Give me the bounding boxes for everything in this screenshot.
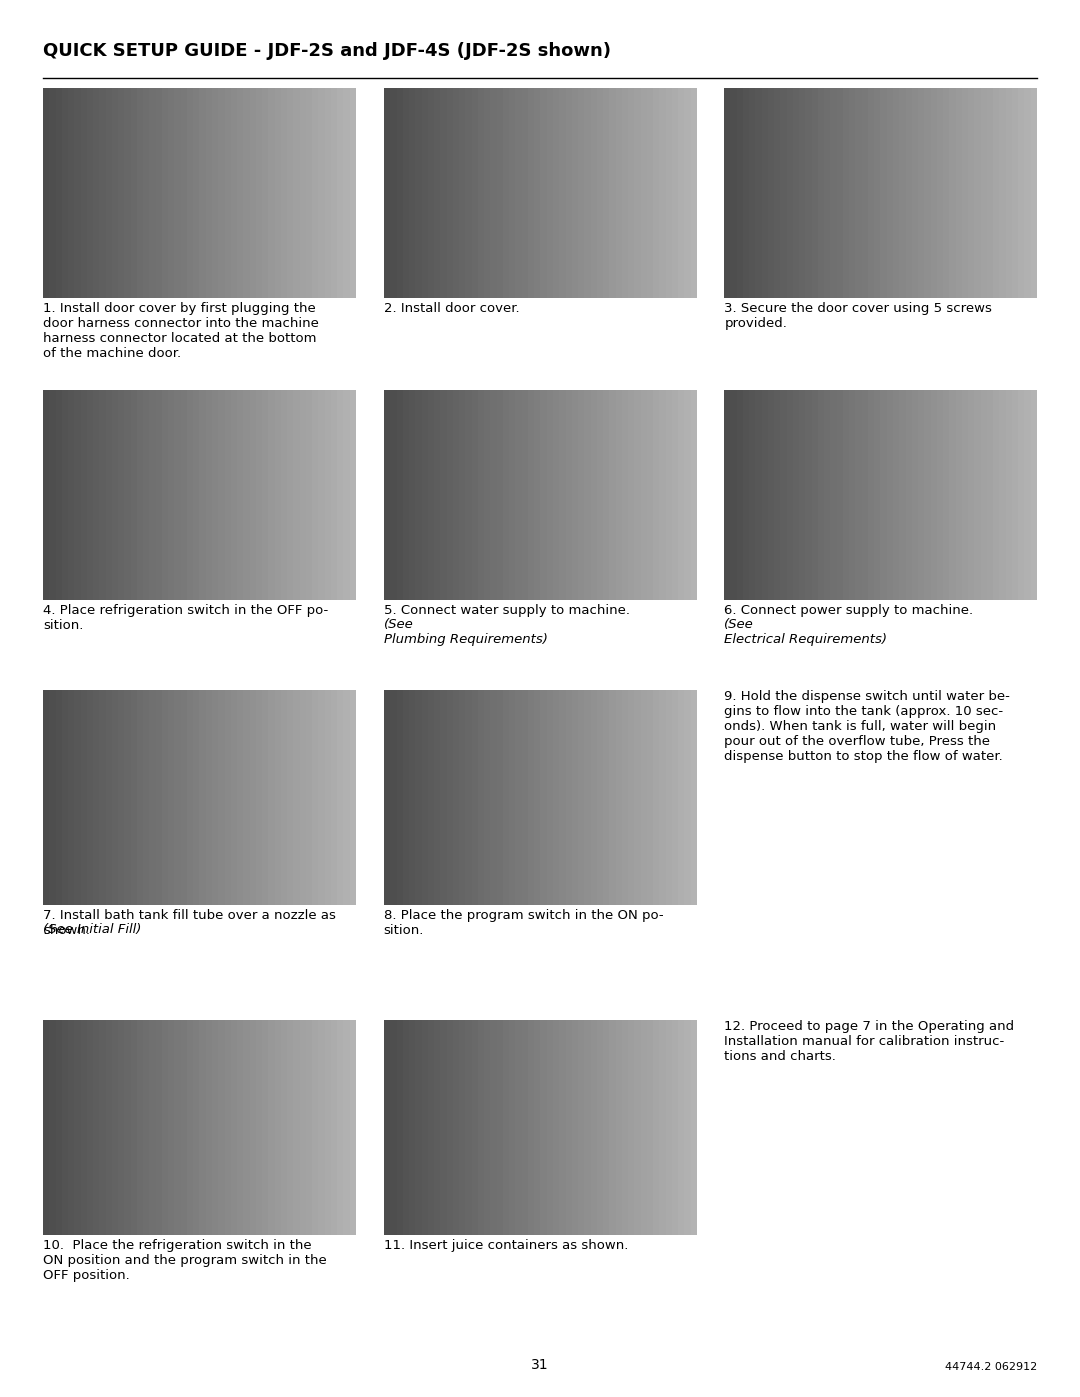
Text: (See
Plumbing Requirements): (See Plumbing Requirements) [383,617,548,645]
Text: 3. Secure the door cover using 5 screws
provided.: 3. Secure the door cover using 5 screws … [725,302,993,330]
Text: 9. Hold the dispense switch until water be-
gins to flow into the tank (approx. : 9. Hold the dispense switch until water … [725,690,1010,763]
Text: (See Initial Fill): (See Initial Fill) [43,923,141,936]
Text: 6. Connect power supply to machine.: 6. Connect power supply to machine. [725,604,977,617]
Text: 2. Install door cover.: 2. Install door cover. [383,302,519,314]
Text: 31: 31 [531,1358,549,1372]
Text: QUICK SETUP GUIDE - JDF-2S and JDF-4S (JDF-2S shown): QUICK SETUP GUIDE - JDF-2S and JDF-4S (J… [43,42,611,60]
Text: P3588: P3588 [1002,585,1035,595]
Text: P3577: P3577 [321,284,353,293]
Text: 1. Install door cover by first plugging the
door harness connector into the mach: 1. Install door cover by first plugging … [43,302,319,360]
Text: 5. Connect water supply to machine.: 5. Connect water supply to machine. [383,604,634,617]
Text: P3591: P3591 [661,1221,694,1231]
Text: P3582: P3582 [321,891,353,901]
Text: (See
Electrical Requirements): (See Electrical Requirements) [725,617,888,645]
Text: 4. Place refrigeration switch in the OFF po-
sition.: 4. Place refrigeration switch in the OFF… [43,604,328,631]
Text: 12. Proceed to page 7 in the Operating and
Installation manual for calibration i: 12. Proceed to page 7 in the Operating a… [725,1020,1014,1063]
Text: 10.  Place the refrigeration switch in the
ON position and the program switch in: 10. Place the refrigeration switch in th… [43,1239,327,1282]
Text: 7. Install bath tank fill tube over a nozzle as
shown.: 7. Install bath tank fill tube over a no… [43,909,336,937]
Text: P3579: P3579 [1002,284,1035,293]
Text: 44744.2 062912: 44744.2 062912 [945,1362,1037,1372]
Text: P3578: P3578 [661,284,694,293]
Text: 11. Insert juice containers as shown.: 11. Insert juice containers as shown. [383,1239,629,1252]
Text: 8. Place the program switch in the ON po-
sition.: 8. Place the program switch in the ON po… [383,909,663,937]
